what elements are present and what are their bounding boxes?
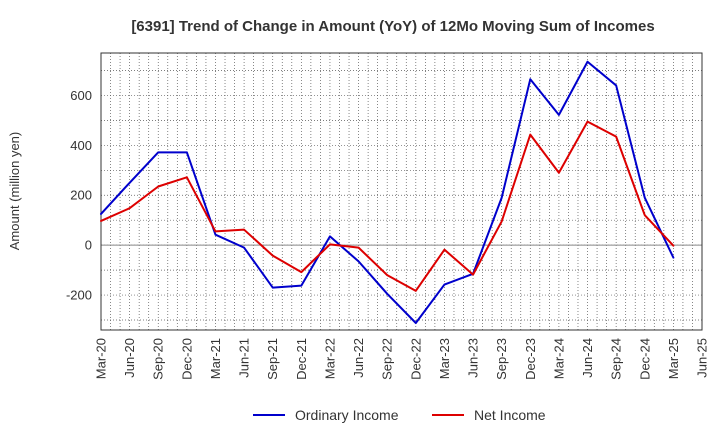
x-tick-label: Mar-21 — [208, 338, 223, 379]
legend: Ordinary Income Net Income — [253, 407, 546, 423]
y-axis-label: Amount (million yen) — [7, 132, 22, 251]
plot-background — [101, 53, 702, 330]
x-tick-label: Sep-23 — [494, 338, 509, 380]
x-tick-label: Mar-22 — [322, 338, 337, 379]
plot-area: -200 0 200 400 600 Mar-20 Jun-20 Sep-20 Dec-20 Ma… — [66, 52, 710, 380]
x-tick-label: Sep-20 — [151, 338, 166, 380]
x-tick-label: Sep-21 — [265, 338, 280, 380]
y-tick-label: 0 — [85, 238, 92, 253]
x-tick-label: Jun-23 — [466, 338, 481, 378]
x-tick-label: Jun-22 — [351, 338, 366, 378]
x-tick-label: Jun-21 — [237, 338, 252, 378]
x-tick-label: Jun-20 — [122, 338, 137, 378]
y-tick-label: 200 — [70, 188, 92, 203]
legend-label: Ordinary Income — [295, 407, 399, 423]
x-tick-label: Mar-24 — [551, 338, 566, 379]
chart-title: [6391] Trend of Change in Amount (YoY) o… — [131, 18, 654, 35]
legend-label: Net Income — [474, 407, 546, 423]
x-tick-label: Jun-25 — [695, 338, 710, 378]
x-tick-label: Mar-23 — [437, 338, 452, 379]
y-tick-label: 400 — [70, 138, 92, 153]
x-tick-label: Jun-24 — [580, 338, 595, 378]
y-tick-label: -200 — [66, 288, 92, 303]
x-tick-label: Dec-24 — [637, 338, 652, 380]
x-tick-label: Mar-25 — [666, 338, 681, 379]
x-tick-label: Sep-22 — [380, 338, 395, 380]
x-tick-label: Dec-23 — [523, 338, 538, 380]
y-tick-label: 600 — [70, 88, 92, 103]
series-line-net-income — [100, 120, 675, 292]
x-tick-label: Dec-20 — [179, 338, 194, 380]
x-tick-label: Dec-21 — [294, 338, 309, 380]
x-tick-label: Dec-22 — [408, 338, 423, 380]
x-tick-label: Mar-20 — [94, 338, 109, 379]
plot-frame — [100, 52, 703, 331]
x-tick-label: Sep-24 — [609, 338, 624, 380]
series-line-ordinary-income — [100, 60, 675, 325]
